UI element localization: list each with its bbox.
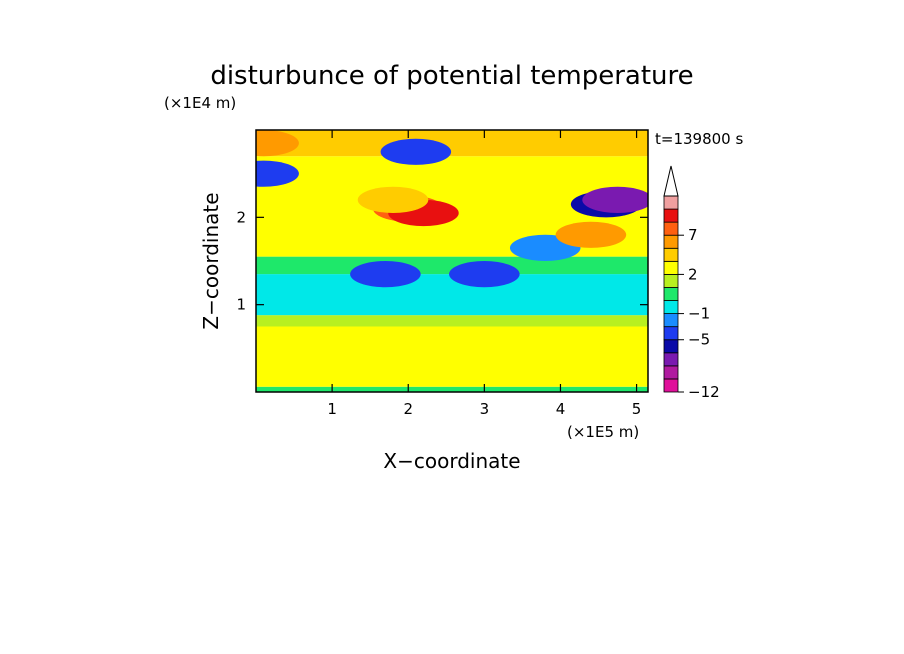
colorbar-swatch	[663, 208, 679, 223]
contour-band	[256, 315, 648, 327]
contour-feature	[256, 130, 299, 157]
colorbar-swatch	[663, 300, 679, 314]
colorbar-swatch	[663, 247, 679, 262]
colorbar-swatch	[663, 260, 679, 275]
contour-feature	[582, 186, 648, 213]
colorbar-label: 2	[688, 265, 698, 283]
colorbar-swatch	[663, 326, 679, 341]
contour-band	[256, 386, 648, 392]
colorbar-swatch	[663, 339, 679, 354]
colorbar-swatch	[663, 313, 679, 328]
time-label: t=139800 s	[655, 130, 743, 148]
contour-band	[256, 326, 648, 387]
x-tick-label: 5	[632, 400, 642, 418]
contour-band	[256, 130, 648, 157]
colorbar-label: −5	[688, 331, 710, 349]
colorbar-swatch	[663, 273, 679, 288]
chart-title: disturbunce of potential temperature	[210, 61, 693, 91]
colorbar-swatch	[663, 287, 679, 301]
contour-feature	[350, 261, 421, 288]
colorbar-label: −12	[688, 383, 720, 401]
x-unit-label: (×1E5 m)	[567, 423, 639, 441]
y-axis: 12	[236, 208, 648, 314]
plot-frame	[255, 129, 649, 393]
colorbar-extension-arrow	[663, 165, 679, 197]
x-tick-label: 4	[556, 400, 566, 418]
contour-band	[256, 274, 648, 316]
y-tick-label: 1	[236, 296, 246, 314]
contour-feature	[380, 138, 452, 165]
y-axis-title: Z−coordinate	[199, 192, 223, 329]
contour-feature	[357, 186, 429, 213]
colorbar-swatch	[663, 352, 679, 367]
x-tick-label: 2	[403, 400, 413, 418]
y-tick-label: 2	[236, 208, 246, 226]
contour-feature	[449, 261, 520, 288]
x-axis-title: X−coordinate	[383, 449, 520, 473]
colorbar-swatch	[663, 221, 679, 236]
colorbar-swatch	[663, 365, 679, 380]
contour-field	[256, 130, 648, 392]
contour-feature	[256, 160, 299, 187]
y-unit-label: (×1E4 m)	[164, 94, 236, 112]
x-tick-label: 3	[480, 400, 490, 418]
x-axis: 1 2 3 4 5	[327, 130, 641, 418]
colorbar-swatch	[663, 234, 679, 249]
colorbar-label: 7	[688, 226, 698, 244]
colorbar-label: −1	[688, 305, 710, 323]
colorbar: −12−5−127	[663, 165, 720, 401]
colorbar-swatch	[663, 195, 679, 210]
contour-feature	[555, 221, 627, 248]
colorbar-swatch	[663, 378, 679, 393]
x-tick-label: 1	[327, 400, 337, 418]
